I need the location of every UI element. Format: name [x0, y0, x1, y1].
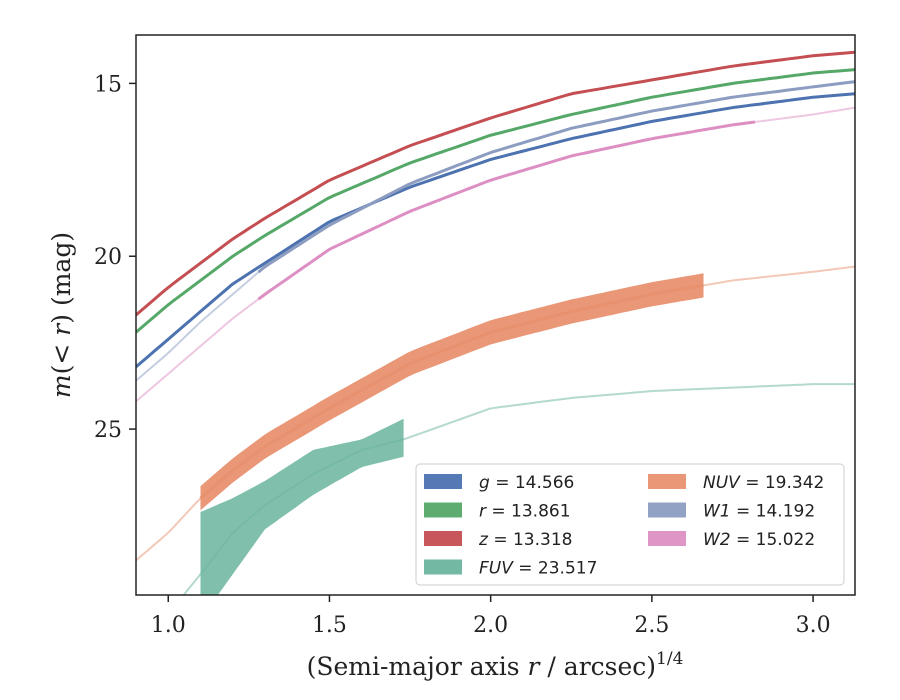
y-axis-label: m(< r) (mag) — [47, 232, 76, 398]
series-fuv-band — [200, 418, 404, 595]
legend-item-w1: W1 = 14.192 — [648, 502, 815, 522]
legend-item-z: z = 13.318 — [424, 530, 572, 550]
legend-label: W1 = 14.192 — [703, 502, 815, 522]
x-tick-label: 2.0 — [473, 613, 508, 638]
series-nuv-band — [200, 273, 704, 511]
y-axis: 15 20 25 — [94, 72, 136, 443]
legend-item-r: r = 13.861 — [424, 502, 571, 522]
x-tick-label: 3.0 — [796, 613, 831, 638]
series-g-line — [136, 92, 855, 369]
legend-label: z = 13.318 — [478, 530, 572, 550]
legend-swatch — [424, 502, 462, 518]
legend-label: r = 13.861 — [479, 502, 571, 522]
legend-swatch — [648, 474, 686, 489]
legend-swatch — [424, 559, 462, 575]
plot-series — [136, 50, 855, 595]
series-w2 — [136, 106, 855, 403]
series-w1-line — [257, 80, 855, 274]
series-g — [136, 92, 855, 369]
legend-item-g: g = 14.566 — [424, 473, 574, 493]
series-w2-line — [257, 120, 756, 301]
series-z — [136, 50, 855, 317]
x-tick-label: 2.5 — [634, 613, 669, 638]
y-tick-label: 25 — [94, 418, 122, 443]
legend-item-nuv: NUV = 19.342 — [648, 473, 824, 493]
legend-label: W2 = 15.022 — [703, 530, 815, 550]
series-nuv — [136, 265, 855, 562]
legend-swatch — [648, 502, 686, 518]
x-tick-label: 1.5 — [312, 613, 347, 638]
x-axis: 1.0 1.5 2.0 2.5 3.0 — [151, 595, 831, 638]
series-nuv-line — [199, 283, 704, 500]
y-tick-label: 20 — [94, 245, 122, 270]
y-tick-label: 15 — [94, 72, 122, 97]
legend-box — [415, 463, 845, 586]
series-r-model-line — [136, 68, 855, 334]
legend-item-w2: W2 = 15.022 — [648, 530, 815, 550]
x-tick-label: 1.0 — [151, 613, 186, 638]
x-axis-label: (Semi-major axis r / arcsec)1/4 — [307, 649, 684, 681]
series-z-line — [136, 50, 855, 317]
series-r-line — [136, 68, 855, 334]
series-r — [136, 68, 855, 334]
legend-label: NUV = 19.342 — [703, 473, 824, 493]
series-fuv — [182, 383, 855, 595]
legend-swatch — [424, 531, 462, 546]
legend-label: g = 14.566 — [479, 473, 574, 493]
legend: g = 14.566 r = 13.861 z = 13.318 FUV = 23.5… — [415, 463, 845, 586]
legend-item-fuv: FUV = 23.517 — [424, 559, 597, 579]
series-w1 — [136, 80, 855, 382]
legend-swatch — [424, 474, 462, 489]
legend-label: FUV = 23.517 — [479, 559, 597, 579]
plot-frame — [135, 34, 856, 596]
legend-swatch — [648, 531, 686, 546]
